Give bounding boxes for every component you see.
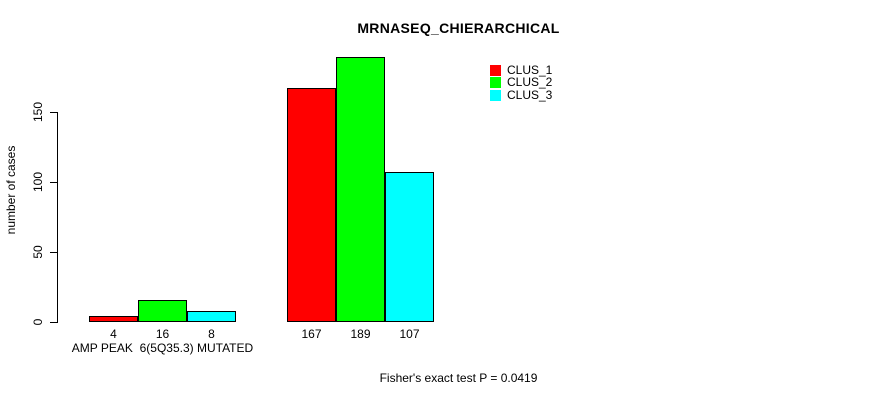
legend-item: CLUS_1	[490, 63, 553, 77]
bar-value-label: 107	[399, 327, 420, 341]
legend-swatch-icon	[490, 89, 501, 101]
legend: CLUS_1 CLUS_2 CLUS_3	[490, 63, 553, 102]
bar-clus_1-group2	[287, 88, 336, 322]
bar-clus_2-group1	[138, 300, 187, 322]
y-tick-mark	[50, 112, 57, 113]
legend-item: CLUS_2	[490, 75, 553, 90]
category-label: AMP PEAK 6(5Q35.3) MUTATED	[71, 341, 254, 355]
legend-swatch-icon	[490, 77, 501, 89]
bar-clus_3-group2	[385, 172, 434, 322]
y-tick-label: 50	[31, 245, 45, 259]
legend-label: CLUS_2	[507, 75, 553, 90]
y-tick-label: 0	[31, 318, 45, 326]
bar-value-label: 16	[155, 327, 170, 341]
bar-value-label: 8	[208, 327, 215, 341]
bar-clus_3-group1	[187, 311, 236, 322]
y-axis-line	[57, 112, 58, 323]
chart-title: MRNASEQ_CHIERARCHICAL	[357, 20, 560, 36]
bar-value-label: 4	[110, 327, 117, 341]
y-tick-mark	[50, 252, 57, 253]
bar-value-label: 189	[350, 327, 371, 341]
bar-clus_1-group1	[89, 316, 138, 322]
footnote-text: Fisher's exact test P = 0.0419	[379, 371, 538, 385]
legend-label: CLUS_1	[507, 63, 553, 77]
legend-swatch-icon	[490, 65, 501, 76]
y-tick-mark	[50, 322, 57, 323]
y-tick-label: 150	[31, 101, 45, 123]
y-tick-mark	[50, 182, 57, 183]
y-tick-label: 100	[31, 171, 45, 193]
bar-value-label: 167	[301, 327, 322, 341]
y-axis-label: number of cases	[4, 145, 18, 235]
legend-item: CLUS_3	[490, 87, 553, 102]
legend-label: CLUS_3	[507, 87, 553, 102]
bar-clus_2-group2	[336, 57, 385, 322]
